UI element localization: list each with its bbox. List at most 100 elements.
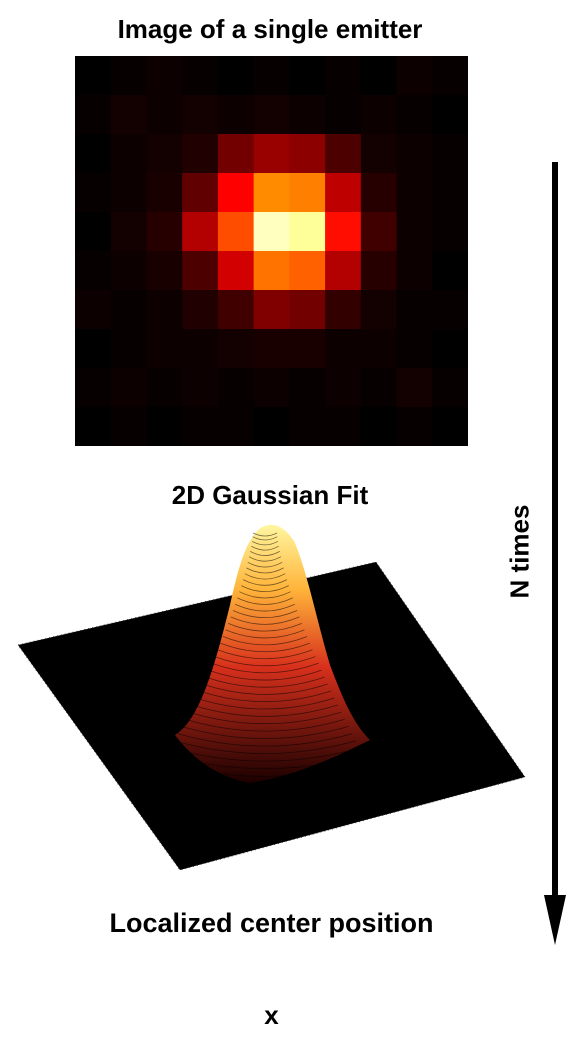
emitter-pixel [432, 95, 468, 135]
emitter-pixel [182, 290, 219, 330]
emitter-pixel [75, 329, 112, 369]
emitter-pixel [432, 407, 468, 446]
emitter-pixel [289, 251, 326, 291]
emitter-pixel [110, 212, 147, 252]
emitter-pixel [182, 56, 219, 96]
emitter-pixel [253, 251, 290, 291]
emitter-pixel [253, 329, 290, 369]
emitter-pixel [253, 290, 290, 330]
emitter-pixel [432, 56, 468, 96]
emitter-pixel [432, 134, 468, 174]
emitter-pixel [325, 56, 362, 96]
emitter-pixel [110, 290, 147, 330]
emitter-pixel [325, 134, 362, 174]
emitter-pixel [110, 95, 147, 135]
emitter-pixel [396, 329, 433, 369]
emitter-pixel [325, 290, 362, 330]
emitter-pixel [217, 251, 255, 291]
emitter-pixel [360, 368, 398, 408]
emitter-pixel [253, 212, 290, 252]
x-label: x [264, 1000, 279, 1030]
emitter-pixel [146, 251, 183, 291]
emitter-pixel [289, 407, 326, 446]
contour-line [246, 567, 284, 574]
emitter-pixel [110, 329, 147, 369]
emitter-pixel [75, 56, 112, 96]
contour-line [247, 561, 283, 568]
down-arrow-icon [544, 162, 566, 945]
emitter-pixel [253, 173, 290, 213]
emitter-pixel [360, 173, 398, 213]
loop-arrow [530, 150, 579, 950]
contour-line [251, 540, 279, 546]
contour-line [252, 536, 278, 541]
contour-line [244, 573, 286, 580]
emitter-pixel [289, 290, 326, 330]
contour-line [239, 591, 291, 599]
emitter-pixel [396, 251, 433, 291]
emitter-pixel [325, 251, 362, 291]
contour-line [161, 762, 369, 777]
emitter-pixel [396, 368, 433, 408]
emitter-pixel [110, 407, 147, 446]
contour-line [157, 769, 373, 785]
emitter-pixel [146, 173, 183, 213]
contour-line [222, 636, 308, 646]
emitter-pixel [182, 134, 219, 174]
contour-line [177, 733, 353, 747]
emitter-pixel [360, 407, 398, 446]
emitter-image [75, 56, 468, 446]
emitter-pixel [182, 251, 219, 291]
emitter-pixel [217, 212, 255, 252]
emitter-pixel [146, 407, 183, 446]
emitter-pixel [182, 329, 219, 369]
emitter-pixel [110, 134, 147, 174]
emitter-pixel [360, 290, 398, 330]
contour-line [208, 669, 322, 681]
emitter-pixel [396, 407, 433, 446]
contour-line [188, 711, 342, 725]
contour-line [202, 683, 328, 695]
emitter-pixel [360, 56, 398, 96]
contour-line [169, 747, 361, 762]
emitter-pixel [217, 173, 255, 213]
emitter-pixel [432, 368, 468, 408]
emitter-pixel [325, 173, 362, 213]
emitter-pixel [75, 251, 112, 291]
contour-line [237, 597, 293, 605]
emitter-pixel [396, 173, 433, 213]
contour-line [165, 754, 365, 770]
contour-line [242, 579, 288, 586]
emitter-pixel [289, 134, 326, 174]
emitter-pixel [432, 329, 468, 369]
emitter-pixel [75, 173, 112, 213]
contour-line [181, 726, 349, 739]
gaussian-contour-lines [157, 532, 373, 785]
emitter-pixel [253, 95, 290, 135]
emitter-pixel [360, 134, 398, 174]
emitter-pixel [217, 95, 255, 135]
emitter-pixel [182, 173, 219, 213]
emitter-pixel [396, 56, 433, 96]
emitter-pixel [182, 212, 219, 252]
contour-line [252, 532, 278, 537]
contour-line [184, 718, 346, 732]
emitter-pixel [110, 368, 147, 408]
emitter-pixel [289, 95, 326, 135]
emitter-pixel [182, 368, 219, 408]
emitter-pixel [217, 368, 255, 408]
emitter-pixel [396, 95, 433, 135]
emitter-pixel [217, 290, 255, 330]
contour-line [230, 616, 300, 625]
emitter-pixel [146, 134, 183, 174]
emitter-pixel [360, 212, 398, 252]
emitter-pixel [146, 212, 183, 252]
emitter-pixel [75, 368, 112, 408]
contour-line [250, 551, 280, 556]
emitter-pixel [289, 368, 326, 408]
emitter-pixel [217, 407, 255, 446]
contour-line [198, 690, 332, 703]
contour-line [220, 642, 310, 653]
emitter-pixel [360, 95, 398, 135]
emitter-pixel [146, 368, 183, 408]
